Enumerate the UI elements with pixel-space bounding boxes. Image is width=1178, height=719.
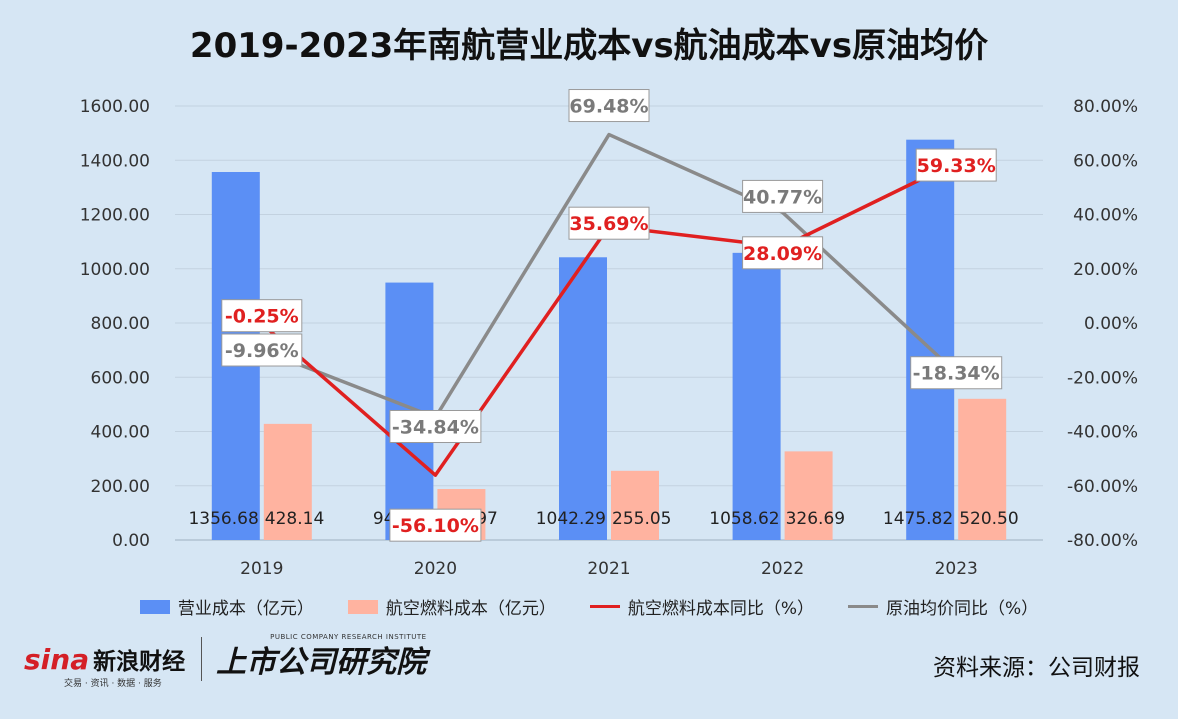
legend-label: 航空燃料成本（亿元） <box>385 599 556 619</box>
data-label-box <box>915 148 997 182</box>
y-right-tick-label: 60.00% <box>1073 151 1138 171</box>
data-label-box <box>389 508 482 542</box>
legend-swatch <box>848 605 878 608</box>
sina-finance-name: 新浪财经 <box>93 649 186 675</box>
bar <box>263 423 312 540</box>
institute-logo: PUBLIC COMPANY RESEARCH INSTITUTE 上市公司研究… <box>216 633 427 681</box>
y-right-tick-label: 40.00% <box>1073 206 1138 226</box>
data-label-box <box>568 89 650 123</box>
bar-value-label: 1058.62 <box>709 509 779 529</box>
bar-value-label: 326.69 <box>786 509 845 529</box>
line-data-label: 59.33% <box>917 155 996 177</box>
line-data-label: -9.96% <box>225 340 299 362</box>
bar <box>732 252 781 541</box>
bar-value-label: 1356.68 <box>188 509 258 529</box>
data-label-box <box>568 206 650 240</box>
x-tick-label: 2021 <box>587 559 630 579</box>
legend-swatch <box>347 599 378 614</box>
bar <box>559 257 607 540</box>
y-right-tick-label: -20.00% <box>1067 368 1138 388</box>
y-left-tick-label: 600.00 <box>91 368 150 388</box>
source-note: 资料来源：公司财报 <box>933 655 1140 681</box>
y-left-tick-label: 1200.00 <box>80 206 150 226</box>
legend-item: 航空燃料成本同比（%） <box>589 594 814 619</box>
x-tick-label: 2020 <box>414 559 457 579</box>
institute-name-en: PUBLIC COMPANY RESEARCH INSTITUTE <box>270 633 427 641</box>
y-left-tick-label: 1400.00 <box>80 151 150 171</box>
line-data-label: 69.48% <box>569 96 648 118</box>
bar-value-label: 520.50 <box>959 509 1018 529</box>
legend-item: 营业成本（亿元） <box>139 594 314 619</box>
chart-title: 2019-2023年南航营业成本vs航油成本vs原油均价 <box>189 26 989 66</box>
institute-name-cn: 上市公司研究院 <box>216 645 427 680</box>
data-label-box <box>742 179 824 213</box>
legend-swatch <box>589 605 620 608</box>
legend-item: 航空燃料成本（亿元） <box>347 594 556 619</box>
legend-label: 原油均价同比（%） <box>886 599 1039 619</box>
bar-value-label: 1475.82 <box>883 509 953 529</box>
y-right-tick-label: -60.00% <box>1067 477 1138 497</box>
y-left-tick-label: 1000.00 <box>80 260 150 280</box>
y-right-tick-label: 0.00% <box>1084 314 1138 334</box>
bar <box>611 470 659 540</box>
sina-finance-logo: sina 新浪财经 交易 · 资讯 · 数据 · 服务 <box>24 642 186 689</box>
bar <box>906 139 955 540</box>
x-tick-label: 2022 <box>761 559 804 579</box>
bar <box>784 451 833 540</box>
sina-logo-text: sina <box>24 643 90 676</box>
y-left-tick-label: 400.00 <box>91 423 150 443</box>
line-data-label: 28.09% <box>743 243 822 265</box>
y-left-tick-label: 1600.00 <box>80 97 150 117</box>
y-right-tick-label: -80.00% <box>1067 531 1138 551</box>
line-data-label: -0.25% <box>225 306 299 328</box>
data-label-box <box>389 410 482 444</box>
chart-legend: 营业成本（亿元） 航空燃料成本（亿元） 航空燃料成本同比（%） 原油均价同比（%） <box>0 594 1178 619</box>
series-line <box>261 132 958 420</box>
y-left-tick-label: 800.00 <box>91 314 150 334</box>
legend-label: 营业成本（亿元） <box>177 599 314 619</box>
y-left-tick-label: 0.00 <box>112 531 150 551</box>
line-data-label: -18.34% <box>913 363 1000 385</box>
bar <box>958 398 1007 540</box>
logo-divider <box>201 637 203 681</box>
sina-slogan: 交易 · 资讯 · 数据 · 服务 <box>64 679 162 689</box>
bar-value-label: 255.05 <box>612 509 671 529</box>
y-right-tick-label: -40.00% <box>1067 423 1138 443</box>
footer-logos: sina 新浪财经 交易 · 资讯 · 数据 · 服务 PUBLIC COMPA… <box>24 633 427 689</box>
legend-label: 航空燃料成本同比（%） <box>627 599 814 619</box>
bar-value-label: 1042.29 <box>536 509 606 529</box>
x-tick-label: 2019 <box>240 559 283 579</box>
x-tick-label: 2023 <box>935 559 978 579</box>
line-data-label: 35.69% <box>569 213 648 235</box>
legend-swatch <box>139 599 170 614</box>
y-right-tick-label: 80.00% <box>1073 97 1138 117</box>
data-label-box <box>742 236 824 270</box>
y-right-tick-label: 20.00% <box>1073 260 1138 280</box>
line-data-label: 40.77% <box>743 186 822 208</box>
line-data-label: -56.10% <box>392 515 479 537</box>
line-data-label: -34.84% <box>392 417 479 439</box>
legend-item: 原油均价同比（%） <box>848 594 1038 619</box>
data-label-box <box>221 299 303 333</box>
data-label-box <box>910 356 1003 390</box>
bar-value-label: 428.14 <box>265 509 324 529</box>
y-left-tick-label: 200.00 <box>91 477 150 497</box>
data-label-box <box>221 333 303 367</box>
